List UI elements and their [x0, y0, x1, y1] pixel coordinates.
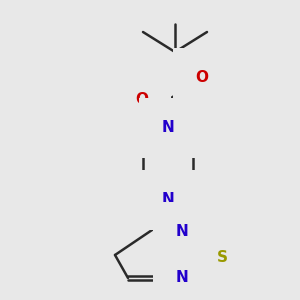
Text: O: O	[196, 70, 208, 86]
Text: S: S	[217, 250, 227, 265]
Text: O: O	[136, 92, 148, 107]
Text: N: N	[176, 224, 188, 239]
Text: N: N	[176, 271, 188, 286]
Text: N: N	[162, 193, 174, 208]
Text: N: N	[162, 121, 174, 136]
